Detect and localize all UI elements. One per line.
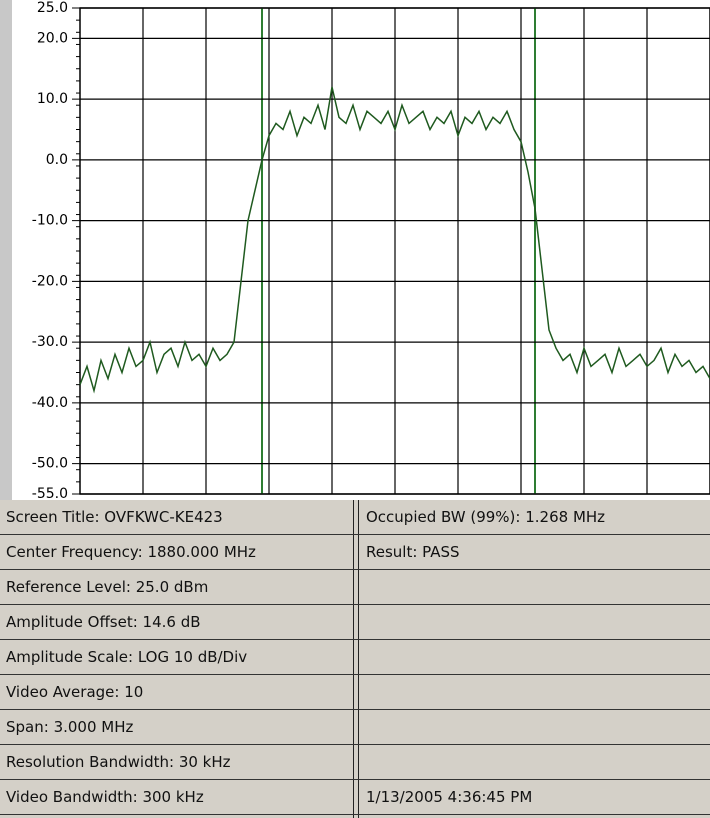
y-tick-label: 0.0 <box>46 152 68 168</box>
info-table: Screen Title: OVFKWC-KE423 Occupied BW (9… <box>0 500 710 818</box>
info-cell: Center Frequency: 1880.000 MHz <box>6 543 256 561</box>
y-tick-label: 25.0 <box>37 0 68 16</box>
info-cell: Result: PASS <box>366 543 460 561</box>
spectrum-chart: 25.0 20.0 10.0 0.0 -10.0 -20.0 -30.0 -40.0 -50.0… <box>0 0 710 500</box>
info-row: Video Bandwidth: 300 kHz 1/13/2005 4:36:4… <box>0 780 710 815</box>
y-tick-label: -40.0 <box>32 395 68 411</box>
y-tick-label: -55.0 <box>32 486 68 500</box>
y-tick-label: 20.0 <box>37 30 68 46</box>
info-row: Center Frequency: 1880.000 MHz Result: PA… <box>0 535 710 570</box>
info-row: Video Average: 10 <box>0 675 710 710</box>
y-tick-label: -20.0 <box>32 273 68 289</box>
info-cell: Amplitude Offset: 14.6 dB <box>6 613 201 631</box>
info-cell: Occupied BW (99%): 1.268 MHz <box>366 508 606 526</box>
column-divider <box>353 500 354 818</box>
info-row: Resolution Bandwidth: 30 kHz <box>0 745 710 780</box>
info-row: Amplitude Scale: LOG 10 dB/Div <box>0 640 710 675</box>
info-cell: Span: 3.000 MHz <box>6 718 134 736</box>
info-row: Screen Title: OVFKWC-KE423 Occupied BW (9… <box>0 500 710 535</box>
y-tick-label: -10.0 <box>32 213 68 229</box>
trace <box>79 86 710 394</box>
info-row: Reference Level: 25.0 dBm <box>0 570 710 605</box>
column-divider <box>358 500 359 818</box>
info-cell: Resolution Bandwidth: 30 kHz <box>6 753 231 771</box>
info-cell: Amplitude Scale: LOG 10 dB/Div <box>6 648 248 666</box>
info-cell: Video Average: 10 <box>6 683 144 701</box>
info-cell: Video Bandwidth: 300 kHz <box>6 788 204 806</box>
info-row: Amplitude Offset: 14.6 dB <box>0 605 710 640</box>
info-cell: Screen Title: OVFKWC-KE423 <box>6 508 223 526</box>
info-cell: Reference Level: 25.0 dBm <box>6 578 209 596</box>
y-tick-label: -30.0 <box>32 334 68 350</box>
info-row: Span: 3.000 MHz <box>0 710 710 745</box>
left-gutter <box>0 0 12 500</box>
y-tick-label: -50.0 <box>32 456 68 472</box>
y-tick-label: 10.0 <box>37 91 68 107</box>
info-cell: 1/13/2005 4:36:45 PM <box>366 788 533 806</box>
